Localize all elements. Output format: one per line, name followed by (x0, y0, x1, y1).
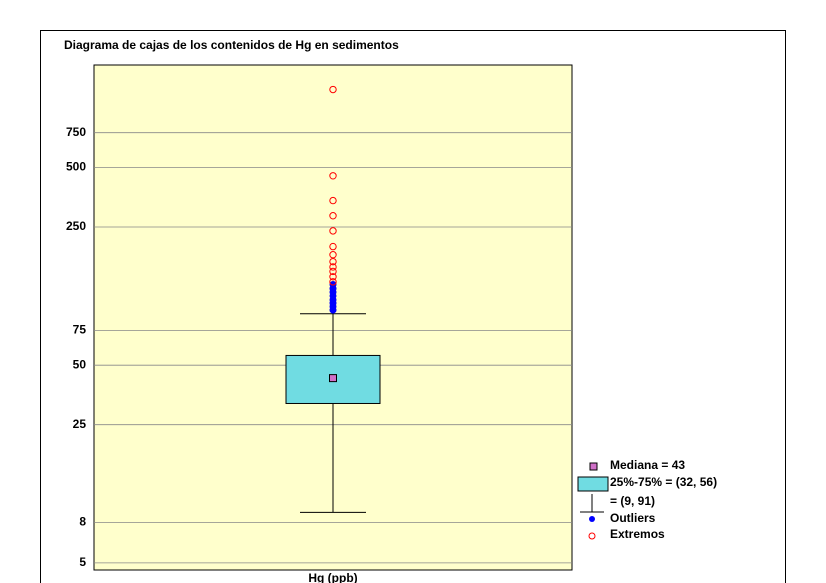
extreme (329, 257, 337, 266)
legend-outlier-swatch (589, 516, 595, 522)
y-tick-label: 75 (73, 323, 87, 337)
y-tick-label: 25 (73, 417, 87, 431)
legend-extreme-swatch (588, 532, 596, 540)
extreme (329, 172, 337, 180)
outlier (329, 280, 337, 288)
extreme (329, 278, 337, 286)
frame (40, 30, 786, 583)
median (329, 374, 337, 383)
extreme (329, 273, 337, 281)
y-tick-label: 5 (79, 555, 86, 569)
legend-label: 25%-75% = (32, 56) (610, 475, 717, 489)
legend-box-swatch (577, 476, 609, 492)
legend-whisker-swatch (580, 494, 604, 513)
extreme (329, 85, 337, 94)
y-tick-label: 50 (73, 357, 87, 371)
legend-median-swatch (589, 462, 598, 471)
y-tick-label: 750 (66, 125, 86, 139)
chart-title: Diagrama de cajas de los contenidos de H… (64, 38, 399, 52)
extreme (329, 251, 337, 259)
extreme (329, 227, 337, 235)
extreme (329, 212, 337, 220)
extreme (329, 242, 337, 251)
extreme (329, 267, 337, 276)
extreme (329, 263, 337, 271)
extreme (329, 196, 337, 205)
y-tick-label: 8 (79, 515, 86, 529)
y-tick-label: 250 (66, 219, 86, 233)
y-tick-label: 500 (66, 160, 86, 174)
legend-label: Outliers (610, 511, 656, 525)
legend-label: Mediana = 43 (610, 458, 685, 472)
x-axis-label: Hg (ppb) (308, 571, 357, 583)
legend-label: Extremos (610, 527, 665, 541)
legend-label: = (9, 91) (610, 494, 655, 508)
